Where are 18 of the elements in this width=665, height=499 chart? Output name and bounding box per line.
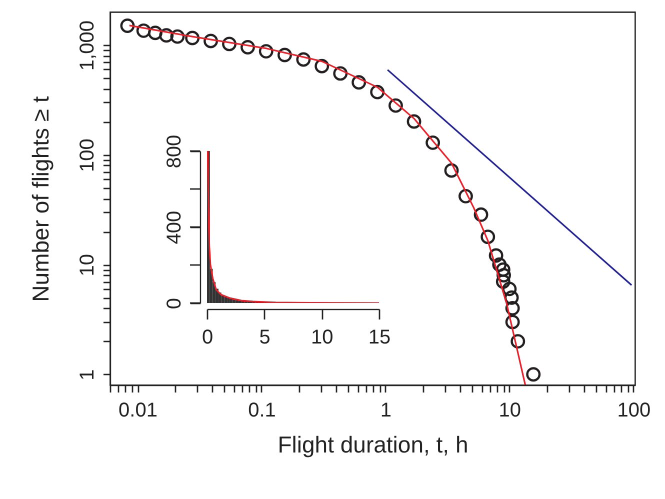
x-tick-label: 15: [368, 326, 391, 348]
x-tick-label: 10: [311, 326, 334, 348]
y-tick-label: 800: [164, 134, 186, 168]
y-axis-title: Number of flights ≥ t: [28, 96, 54, 302]
y-tick-label: 1: [76, 369, 98, 380]
x-tick-label: 0: [202, 326, 214, 348]
y-tick-label: 400: [164, 210, 186, 244]
x-tick-label: 100: [617, 400, 651, 422]
x-tick-label: 5: [259, 326, 270, 348]
y-tick-label: 0: [164, 298, 186, 310]
y-tick-label: 1,000: [76, 20, 98, 71]
y-tick-label: 10: [76, 254, 98, 276]
x-tick-label: 0.1: [248, 400, 276, 422]
x-tick-label: 10: [498, 400, 522, 422]
x-axis-title: Flight duration, t, h: [278, 432, 468, 458]
y-tick-label: 100: [76, 138, 98, 172]
x-tick-label: 0.01: [118, 400, 158, 422]
x-tick-label: 1: [380, 400, 392, 422]
